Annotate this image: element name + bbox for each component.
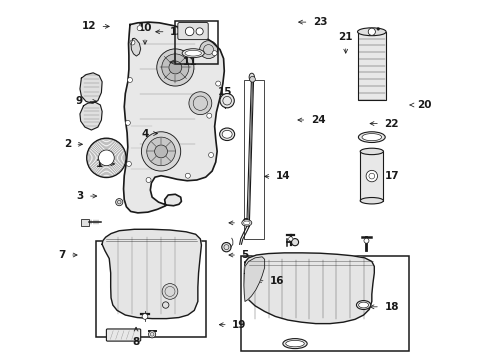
Circle shape <box>130 40 135 45</box>
Ellipse shape <box>185 50 201 56</box>
Text: 21: 21 <box>339 32 353 42</box>
Bar <box>245 80 264 239</box>
Text: 7: 7 <box>58 250 66 260</box>
Ellipse shape <box>358 28 386 36</box>
Circle shape <box>289 237 293 241</box>
Text: 2: 2 <box>64 139 71 149</box>
Circle shape <box>137 26 142 31</box>
Circle shape <box>220 94 234 108</box>
Ellipse shape <box>286 341 304 347</box>
Ellipse shape <box>360 198 383 204</box>
Circle shape <box>116 199 123 206</box>
Bar <box>175 21 218 64</box>
Circle shape <box>162 284 178 299</box>
Polygon shape <box>80 102 102 130</box>
Circle shape <box>196 28 203 35</box>
Text: 8: 8 <box>132 337 140 347</box>
Circle shape <box>142 132 181 171</box>
Text: 5: 5 <box>242 250 249 260</box>
Circle shape <box>146 177 151 183</box>
Text: 3: 3 <box>76 191 83 201</box>
Ellipse shape <box>249 73 254 81</box>
Circle shape <box>127 77 132 82</box>
Polygon shape <box>102 229 201 319</box>
Ellipse shape <box>359 302 368 308</box>
Text: 15: 15 <box>218 87 233 97</box>
FancyBboxPatch shape <box>178 22 208 40</box>
Circle shape <box>155 145 168 158</box>
Circle shape <box>142 314 148 319</box>
Bar <box>241 256 409 351</box>
Text: 17: 17 <box>384 171 399 181</box>
Text: 14: 14 <box>276 171 291 181</box>
Polygon shape <box>123 22 224 213</box>
Circle shape <box>199 41 218 59</box>
Circle shape <box>185 27 194 36</box>
Text: 13: 13 <box>170 27 184 37</box>
Polygon shape <box>80 73 102 103</box>
Polygon shape <box>131 38 141 56</box>
Text: 24: 24 <box>311 115 325 125</box>
Circle shape <box>209 153 214 157</box>
Text: 16: 16 <box>270 276 285 286</box>
Polygon shape <box>244 257 265 301</box>
Text: 20: 20 <box>417 100 432 110</box>
Ellipse shape <box>244 221 250 225</box>
Ellipse shape <box>362 134 382 141</box>
Circle shape <box>366 170 377 182</box>
Circle shape <box>148 331 156 338</box>
Ellipse shape <box>242 220 252 226</box>
Ellipse shape <box>360 148 383 155</box>
Text: 11: 11 <box>183 57 197 67</box>
Circle shape <box>162 54 189 81</box>
Text: 19: 19 <box>232 320 246 330</box>
Text: 23: 23 <box>313 17 327 27</box>
Circle shape <box>212 51 217 56</box>
Text: 6: 6 <box>242 218 249 228</box>
Circle shape <box>216 81 220 86</box>
Circle shape <box>169 61 182 74</box>
Circle shape <box>98 150 114 166</box>
Circle shape <box>163 302 169 308</box>
Ellipse shape <box>358 132 385 143</box>
Circle shape <box>377 27 380 30</box>
Circle shape <box>125 120 130 125</box>
Text: 1: 1 <box>96 159 103 169</box>
Circle shape <box>185 28 190 33</box>
Text: 4: 4 <box>141 129 148 139</box>
Ellipse shape <box>222 130 232 138</box>
Circle shape <box>368 28 375 35</box>
Circle shape <box>185 173 190 178</box>
Bar <box>96 241 206 337</box>
Text: 18: 18 <box>384 302 399 312</box>
Bar <box>358 32 386 100</box>
Circle shape <box>207 113 212 118</box>
Circle shape <box>292 239 298 246</box>
Text: 10: 10 <box>138 23 152 33</box>
Circle shape <box>364 238 369 243</box>
Ellipse shape <box>220 128 235 140</box>
Text: 22: 22 <box>384 118 399 129</box>
Circle shape <box>249 76 255 82</box>
Bar <box>360 152 383 201</box>
Circle shape <box>147 137 175 166</box>
Polygon shape <box>245 253 374 324</box>
Ellipse shape <box>356 301 371 310</box>
Ellipse shape <box>182 49 204 58</box>
Text: 12: 12 <box>81 21 96 31</box>
Text: 9: 9 <box>75 96 83 107</box>
Circle shape <box>189 92 212 114</box>
Ellipse shape <box>283 339 307 348</box>
Circle shape <box>222 243 231 252</box>
Bar <box>81 219 89 226</box>
Circle shape <box>126 161 131 166</box>
Circle shape <box>157 49 194 86</box>
FancyBboxPatch shape <box>106 329 141 341</box>
